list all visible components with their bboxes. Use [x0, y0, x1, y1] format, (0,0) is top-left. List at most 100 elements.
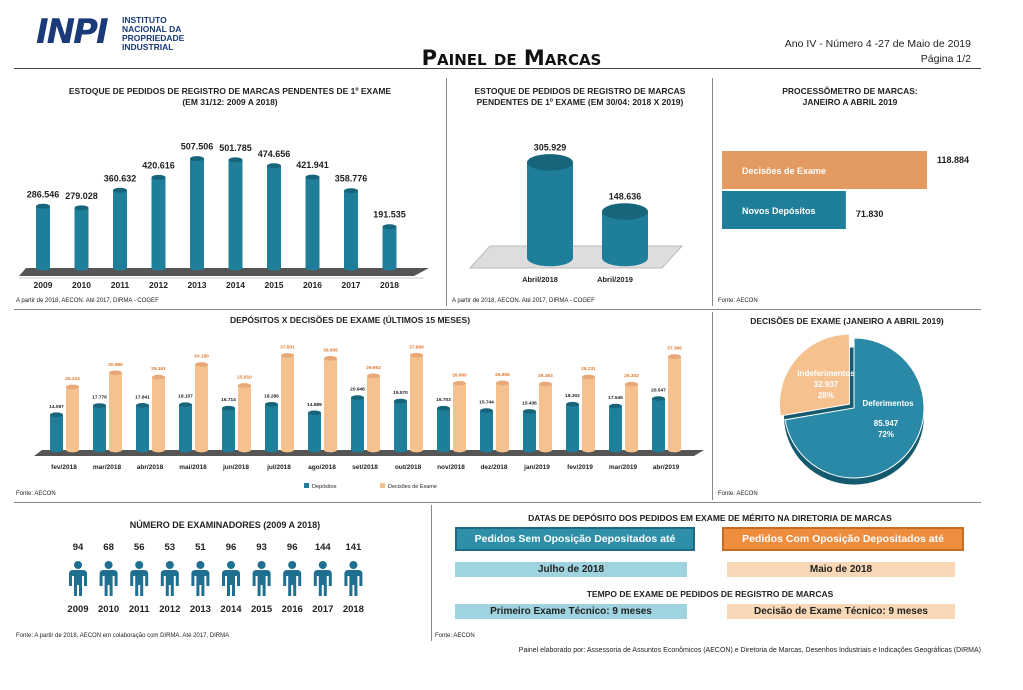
tick-label: fev/2019: [567, 464, 593, 471]
data-label: 16.714: [221, 397, 236, 403]
data-label: 29.663: [366, 365, 381, 371]
bar-body: [351, 398, 364, 450]
bar-top: [152, 175, 166, 180]
bar-base: [496, 448, 509, 453]
date-sem-oposicao: Julho de 2018: [455, 562, 687, 577]
examiner-count: 68: [103, 542, 114, 553]
person-head: [319, 561, 327, 569]
decision-bar: [453, 381, 466, 452]
tick-label: 2015: [265, 280, 284, 290]
bar-body: [222, 408, 235, 450]
tick-label: 2013: [188, 280, 207, 290]
bar-base: [652, 448, 665, 453]
bar-base: [394, 448, 407, 453]
bar-base: [195, 448, 208, 453]
data-label: 421.941: [296, 160, 329, 170]
bar-base: [265, 448, 278, 453]
decisao-exame-time: Decisão de Exame Técnico: 9 meses: [727, 604, 955, 619]
legend-label: Decisões de Exame: [388, 484, 437, 490]
bar-top: [308, 410, 321, 415]
deposit-bar: [566, 402, 579, 452]
bar-top: [179, 402, 192, 407]
bar: [113, 188, 127, 271]
tick-label: Abril/2018: [522, 275, 558, 284]
person-icon: [222, 561, 240, 596]
bar-body: [109, 373, 122, 450]
bar-top: [527, 154, 573, 171]
bar-base: [383, 265, 397, 270]
sem-oposicao-box: Pedidos Sem Oposição Depositados até: [455, 527, 695, 551]
bar-top: [410, 353, 423, 358]
person-head: [288, 561, 296, 569]
examiner-count: 144: [315, 542, 332, 553]
decision-bar: [109, 370, 122, 452]
tick-label: abr/2018: [137, 464, 164, 471]
stock-yearly-chart: 286.5462009279.0282010360.6322011420.616…: [14, 110, 439, 298]
bar-body: [523, 411, 536, 450]
person-icon: [344, 561, 362, 596]
person-body: [314, 570, 332, 596]
bar-top: [625, 382, 638, 387]
deposit-bar: [523, 409, 536, 452]
year-label: 2009: [67, 604, 88, 615]
title-line: ESTOQUE DE PEDIDOS DE REGISTRO DE MARCAS…: [40, 86, 420, 97]
deposit-bar: [437, 406, 450, 452]
processometro-chart: Decisões de Exame118.884Novos Depósitos7…: [718, 145, 980, 245]
bar-label: Novos Depósitos: [742, 206, 816, 216]
bar-body: [308, 413, 321, 450]
bar-top: [324, 356, 337, 361]
bar-body: [480, 411, 493, 450]
person-icon: [100, 561, 118, 596]
bar-top: [480, 408, 493, 413]
data-label: 20.547: [651, 388, 666, 394]
data-label: 26.660: [452, 372, 467, 378]
data-label: 14.889: [307, 402, 322, 408]
divider: [14, 502, 981, 503]
bar: Novos Depósitos71.830: [722, 191, 883, 229]
data-label: 191.535: [373, 210, 406, 220]
bar-body: [195, 365, 208, 450]
bar-top: [136, 403, 149, 408]
bar-base: [625, 448, 638, 453]
tick-label: 2016: [303, 280, 322, 290]
source-note: A partir de 2018, AECON. Até 2017, DIRMA…: [16, 298, 159, 304]
examiner-count: 93: [256, 542, 267, 553]
decision-bar: [668, 354, 681, 452]
bar-top: [222, 406, 235, 411]
year-label: 2015: [251, 604, 273, 615]
data-label: 36.656: [323, 347, 338, 353]
decision-bar: [66, 385, 79, 453]
bar-base: [75, 265, 89, 270]
slice-value: 85.947: [874, 419, 899, 428]
bar-base: [480, 448, 493, 453]
bar-body: [625, 384, 638, 450]
data-label: 37.899: [409, 344, 424, 350]
bar-top: [229, 157, 243, 162]
bar-top: [383, 224, 397, 229]
data-label: 18.107: [178, 394, 193, 400]
bar: [229, 157, 243, 270]
bar-body: [265, 404, 278, 450]
bar: [306, 175, 320, 271]
deposit-bar: [179, 402, 192, 452]
deposit-bar: [50, 412, 63, 452]
logo-letters: INPI: [36, 14, 107, 50]
com-oposicao-box: Pedidos Com Oposição Depositados até: [722, 527, 964, 551]
data-label: 29.161: [151, 366, 166, 372]
examiner-count: 51: [195, 542, 206, 553]
person-head: [166, 561, 174, 569]
person-body: [100, 570, 118, 596]
decision-bar: [238, 383, 251, 452]
bar-base: [582, 448, 595, 453]
tick-label: 2010: [72, 280, 91, 290]
bar-top: [36, 204, 50, 209]
decisoes-pie-chart: Deferimentos85.94772%Indeferimentos32.93…: [770, 326, 940, 486]
bar-body: [281, 355, 294, 450]
tick-label: 2011: [111, 280, 130, 290]
bar-top: [566, 402, 579, 407]
bar-body: [152, 377, 165, 450]
data-label: 25.234: [65, 376, 80, 382]
data-label: 507.506: [181, 142, 214, 152]
bar-top: [453, 381, 466, 386]
bar-top: [152, 375, 165, 380]
